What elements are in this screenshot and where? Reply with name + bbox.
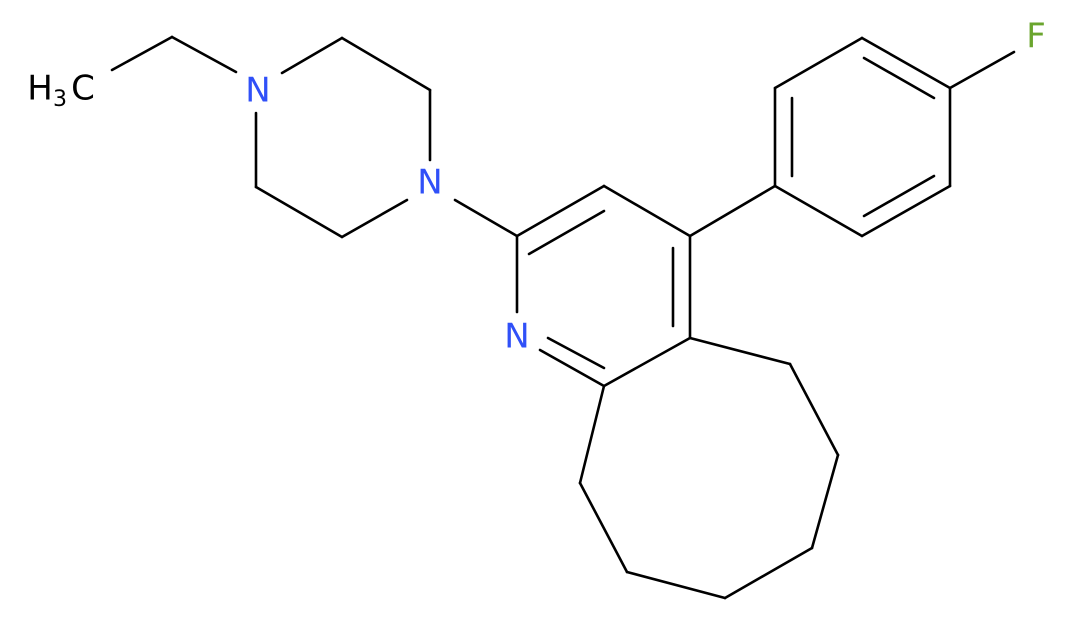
atom-label: N [245,71,270,111]
atom-label: N [504,317,529,357]
atom-label: H [27,69,53,109]
atom-label: F [1026,17,1046,57]
atom-label: C [71,69,95,109]
atom-label: N [417,163,442,203]
atom-subscript: 3 [53,87,67,112]
bonds [110,35,1016,600]
